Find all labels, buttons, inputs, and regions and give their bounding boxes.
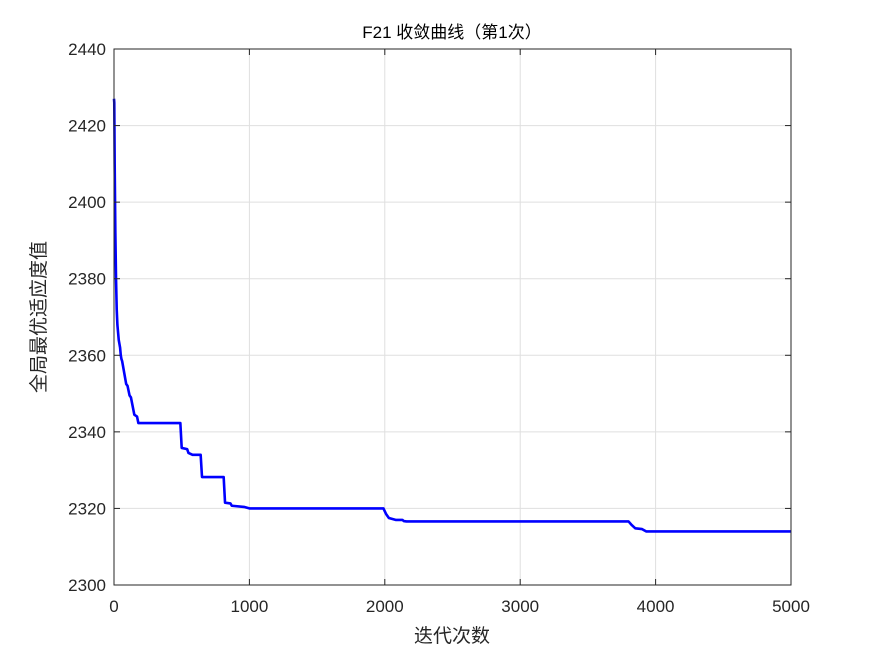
plot-background — [114, 49, 791, 585]
x-tick-label: 2000 — [366, 597, 404, 616]
ticks — [113, 48, 792, 586]
y-tick-labels: 2300 2320 2340 2360 2380 2400 2420 2440 — [68, 40, 106, 595]
x-axis-label: 迭代次数 — [414, 625, 490, 647]
x-tick-labels: 0 1000 2000 3000 4000 5000 — [109, 597, 810, 616]
y-tick-label: 2380 — [68, 270, 106, 289]
y-tick-label: 2420 — [68, 117, 106, 136]
x-tick-label: 3000 — [501, 597, 539, 616]
y-tick-label: 2360 — [68, 346, 106, 365]
y-tick-label: 2320 — [68, 499, 106, 518]
y-tick-label: 2400 — [68, 193, 106, 212]
x-tick-label: 4000 — [637, 597, 675, 616]
x-tick-label: 0 — [109, 597, 118, 616]
series-line — [112, 98, 791, 533]
series-layer — [112, 98, 791, 533]
y-axis-label: 全局最优适应度值 — [28, 241, 50, 393]
grid-lines — [114, 49, 791, 585]
y-tick-label: 2340 — [68, 423, 106, 442]
chart-title: F21 收敛曲线（第1次） — [362, 23, 541, 42]
y-tick-label: 2300 — [68, 576, 106, 595]
plot-frame — [113, 48, 792, 586]
y-tick-label: 2440 — [68, 40, 106, 59]
x-tick-label: 5000 — [772, 597, 810, 616]
x-tick-label: 1000 — [230, 597, 268, 616]
